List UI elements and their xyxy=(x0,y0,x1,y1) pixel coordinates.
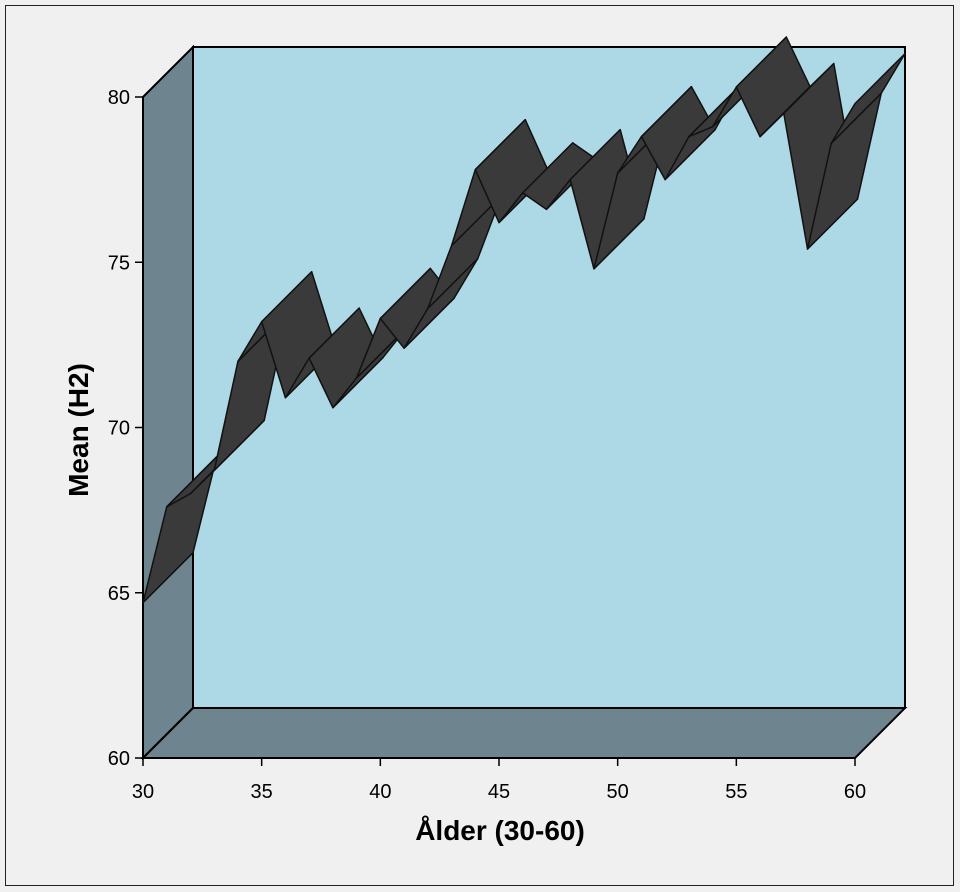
x-tick-label: 50 xyxy=(607,781,629,803)
x-tick-label: 30 xyxy=(132,781,154,803)
x-tick-label: 40 xyxy=(369,781,391,803)
y-tick-label: 75 xyxy=(108,252,130,274)
ribbon-segment xyxy=(830,52,906,145)
side-wall xyxy=(142,44,194,761)
data-ribbon xyxy=(142,36,906,604)
x-tick-label: 60 xyxy=(844,781,866,803)
y-tick-label: 70 xyxy=(108,418,130,440)
x-tick-label: 35 xyxy=(251,781,273,803)
x-axis-title: Ålder (30-60) xyxy=(415,815,585,846)
floor xyxy=(140,707,908,759)
y-axis-title: Mean (H2) xyxy=(63,363,94,497)
x-tick-label: 55 xyxy=(725,781,747,803)
axis-ticks: 30 35 40 45 50 55 60 60 65 70 75 80 xyxy=(108,87,866,803)
y-tick-label: 65 xyxy=(108,583,130,605)
y-tick-label: 60 xyxy=(108,748,130,770)
y-tick-label: 80 xyxy=(108,87,130,109)
x-tick-label: 45 xyxy=(488,781,510,803)
